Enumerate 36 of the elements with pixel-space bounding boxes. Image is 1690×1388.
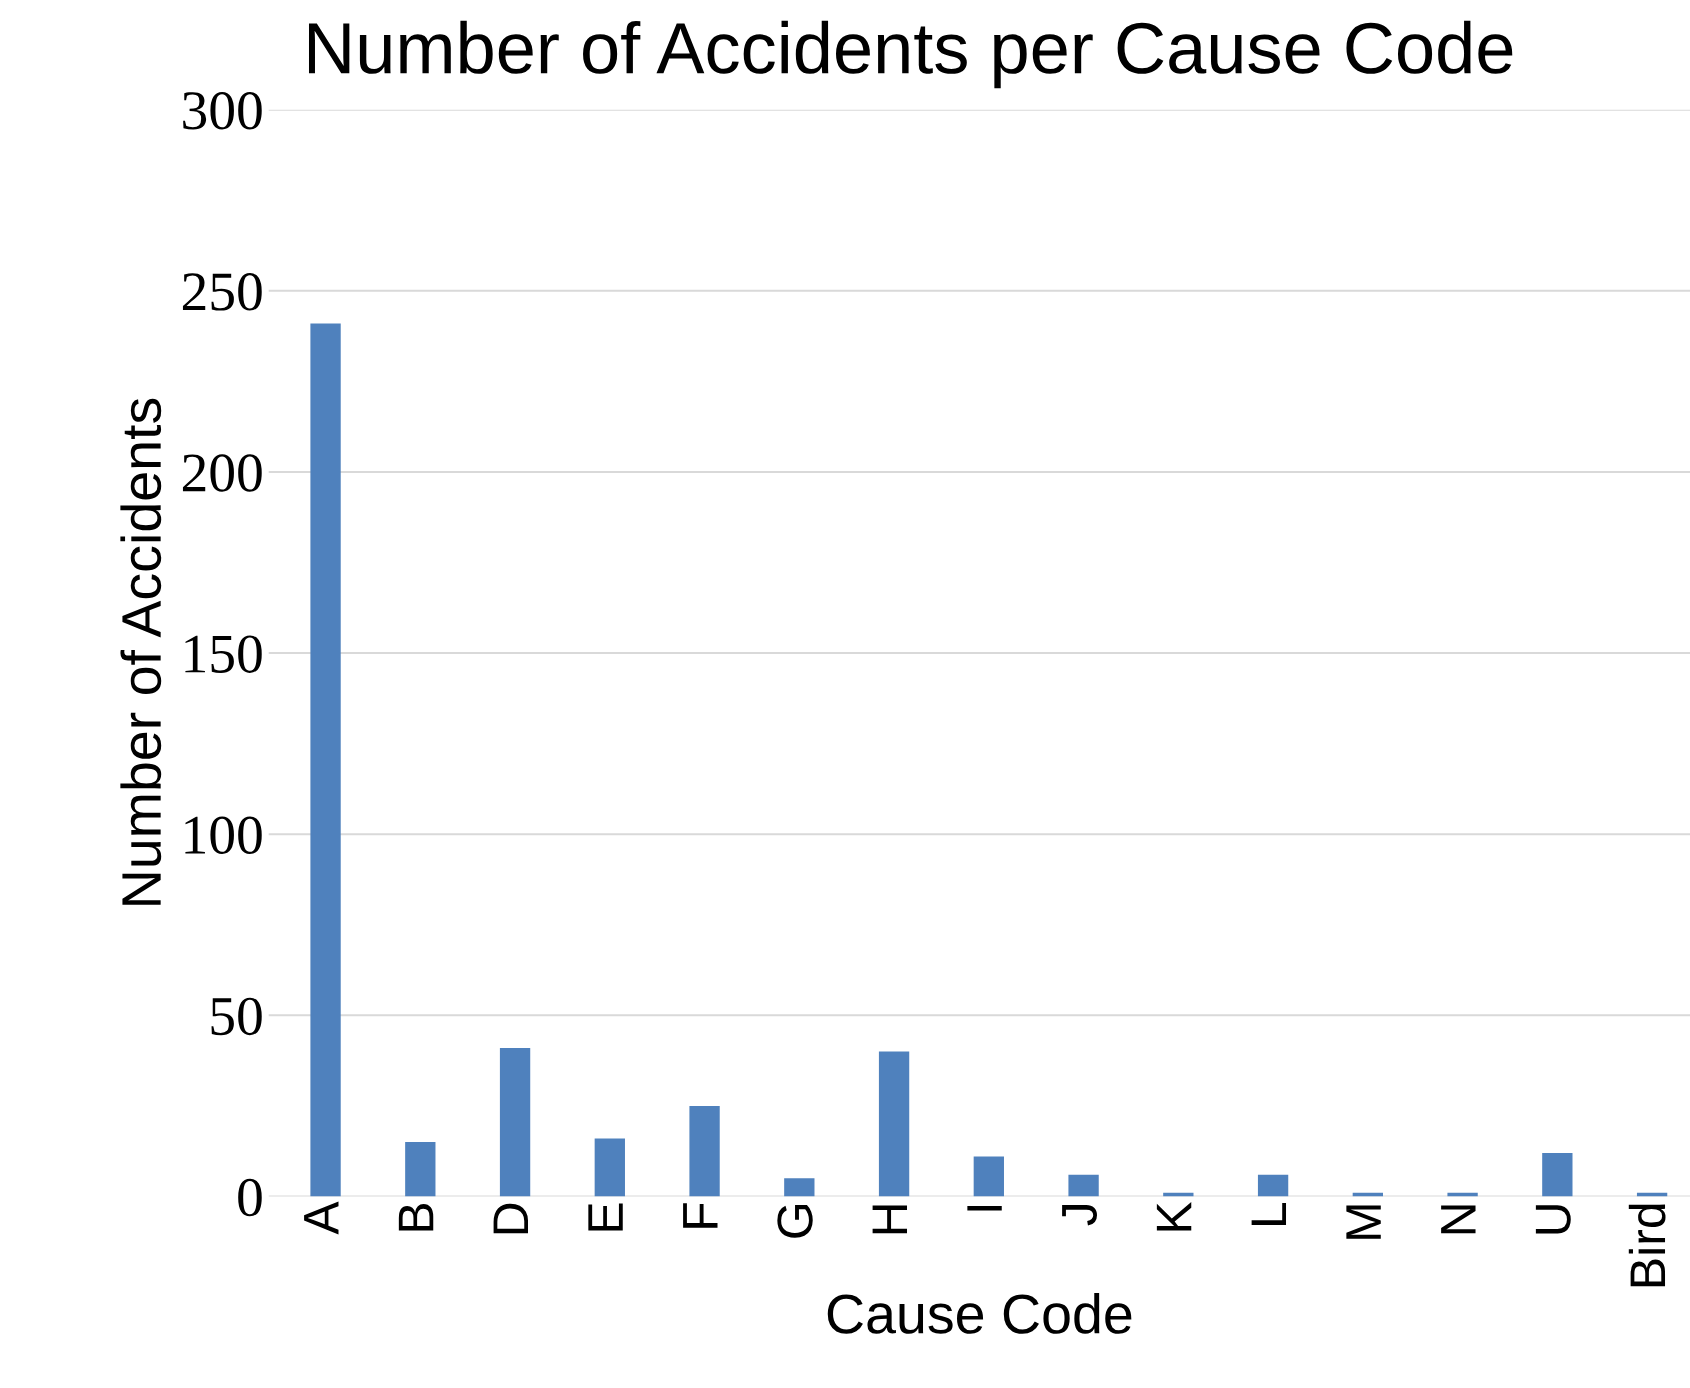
x-axis-title: Cause Code	[827, 1293, 1132, 1334]
chart-title: Number of Accidents per Cause Code	[308, 20, 1513, 89]
y-tick-label: 50	[211, 997, 262, 1036]
x-tick-label: M	[1346, 1205, 1381, 1239]
bar	[1068, 1174, 1099, 1197]
bar	[594, 1138, 625, 1197]
x-tick-label: B	[398, 1203, 434, 1231]
x-tick-label: J	[1062, 1205, 1097, 1226]
y-tick-label: 0	[238, 1178, 262, 1217]
x-tick-label: F	[683, 1203, 718, 1228]
bar	[689, 1105, 720, 1197]
x-tick-label: H	[872, 1205, 908, 1234]
y-tick-label: 100	[185, 816, 262, 855]
bar	[499, 1047, 531, 1197]
x-tick-label: D	[493, 1203, 528, 1234]
y-tick-label: 200	[182, 454, 262, 492]
x-tick-label: I	[967, 1205, 1002, 1211]
bar	[878, 1051, 910, 1197]
y-tick-label: 250	[182, 273, 262, 311]
x-tick-label: E	[588, 1203, 623, 1231]
x-tick-label: K	[1156, 1201, 1192, 1231]
bar	[405, 1142, 436, 1197]
x-tick-label: A	[304, 1201, 339, 1235]
x-tick-label: G	[777, 1205, 813, 1238]
bar	[1542, 1152, 1573, 1197]
y-axis-title: Number of Accidents	[120, 398, 162, 905]
x-tick-label: N	[1441, 1205, 1476, 1234]
bar	[973, 1156, 1004, 1197]
y-tick-label: 150	[185, 635, 262, 673]
bar	[1257, 1174, 1289, 1197]
x-tick-label: L	[1251, 1202, 1287, 1226]
bar	[310, 323, 341, 1197]
y-tick-label: 300	[183, 91, 262, 130]
x-tick-label: Bird	[1628, 1204, 1666, 1287]
bar	[784, 1178, 815, 1197]
x-tick-label: U	[1535, 1205, 1571, 1234]
